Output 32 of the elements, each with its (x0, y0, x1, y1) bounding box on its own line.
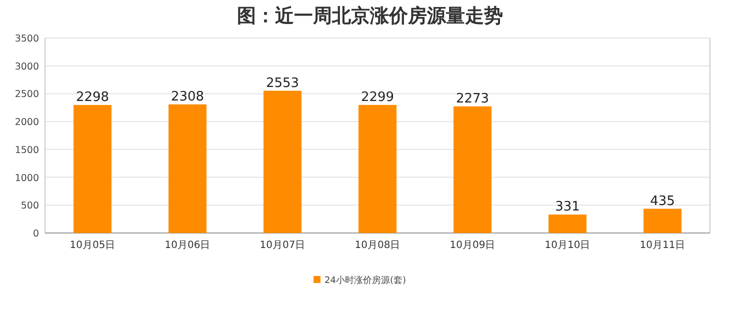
bar (74, 104, 112, 233)
legend-label: 24小时涨价房源(套) (324, 275, 406, 286)
bar (264, 90, 302, 233)
bar (644, 208, 682, 233)
y-tick-label: 1000 (14, 172, 39, 184)
data-label: 2298 (76, 90, 110, 105)
data-label: 331 (555, 200, 580, 215)
y-tick-label: 3000 (14, 61, 39, 72)
y-tick-label: 2500 (14, 89, 39, 100)
x-tick-label: 10月09日 (450, 240, 496, 251)
chart-title: 图：近一周北京涨价房源量走势 (237, 5, 503, 27)
bar (454, 106, 492, 233)
y-tick-label: 2000 (14, 117, 39, 128)
y-tick-label: 0 (32, 228, 39, 240)
x-tick-label: 10月05日 (70, 240, 116, 251)
x-tick-label: 10月07日 (260, 240, 306, 251)
data-label: 2308 (170, 89, 204, 104)
legend: 24小时涨价房源(套) (314, 276, 406, 286)
x-tick-label: 10月11日 (640, 240, 686, 251)
x-tick-label: 10月08日 (354, 240, 400, 251)
data-label: 2553 (266, 76, 300, 91)
bar (358, 104, 396, 233)
bar (548, 214, 586, 233)
data-label: 2299 (360, 90, 394, 105)
data-label: 435 (650, 194, 675, 209)
x-tick-label: 10月10日 (544, 240, 590, 251)
data-label: 2273 (456, 91, 490, 106)
bar (168, 104, 206, 233)
y-tick-label: 500 (20, 200, 39, 212)
y-tick-label: 3500 (14, 34, 39, 44)
y-tick-label: 1500 (14, 144, 39, 156)
x-tick-label: 10月06日 (164, 240, 210, 251)
